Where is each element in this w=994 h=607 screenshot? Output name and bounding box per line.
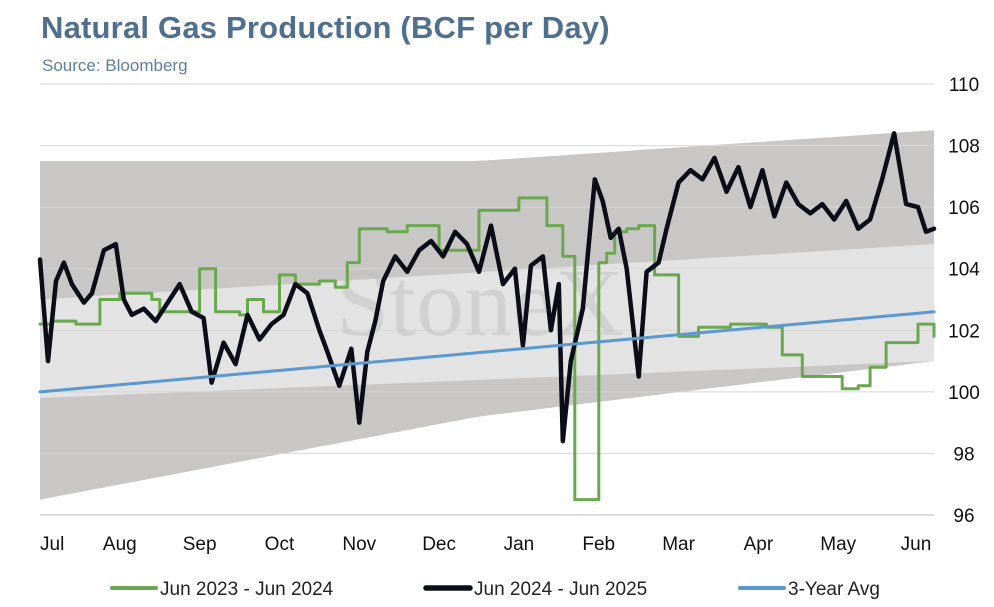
range-inner bbox=[40, 244, 934, 398]
legend-label-1: Jun 2024 - Jun 2025 bbox=[474, 579, 647, 600]
legend: Jun 2023 - Jun 2024 Jun 2024 - Jun 2025 3-… bbox=[110, 579, 880, 600]
y-tick-label: 110 bbox=[949, 75, 979, 96]
x-tick-label: Jan bbox=[504, 534, 535, 555]
x-axis: Jul Aug Sep Oct Nov Dec Jan Feb Mar Apr May Jun bbox=[40, 514, 934, 555]
x-tick-label: Nov bbox=[342, 534, 376, 555]
x-tick-label: Mar bbox=[662, 534, 695, 555]
series-line-0 bbox=[38, 196, 936, 502]
x-tick-label: Jul bbox=[40, 534, 64, 555]
legend-label-2: 3-Year Avg bbox=[788, 579, 880, 600]
x-tick-label: Dec bbox=[422, 534, 456, 555]
gridlines bbox=[40, 83, 934, 516]
series-lines bbox=[37, 131, 937, 502]
x-tick-label: Oct bbox=[265, 534, 295, 555]
y-tick-label: 108 bbox=[948, 137, 980, 158]
y-tick-label: 96 bbox=[953, 506, 974, 527]
x-tick-label: Sep bbox=[183, 534, 217, 555]
chart-subtitle: Source: Bloomberg bbox=[42, 56, 188, 75]
legend-label-0: Jun 2023 - Jun 2024 bbox=[160, 579, 334, 600]
shaded-ranges bbox=[40, 130, 934, 500]
y-tick-label: 98 bbox=[953, 444, 974, 465]
x-tick-label: Feb bbox=[582, 534, 615, 555]
y-axis: 96 98 100 102 104 106 108 110 bbox=[948, 75, 980, 527]
x-tick-label: Apr bbox=[744, 534, 774, 555]
series-line-2 bbox=[38, 310, 936, 394]
y-tick-label: 104 bbox=[948, 260, 980, 281]
series-line-1 bbox=[37, 131, 937, 444]
x-tick-label: Aug bbox=[103, 534, 137, 555]
chart-title: Natural Gas Production (BCF per Day) bbox=[41, 10, 610, 45]
y-tick-label: 102 bbox=[948, 321, 980, 342]
x-tick-label: Jun bbox=[901, 534, 932, 555]
y-tick-label: 100 bbox=[948, 383, 980, 404]
x-tick-label: May bbox=[820, 534, 856, 555]
y-tick-label: 106 bbox=[948, 198, 980, 219]
